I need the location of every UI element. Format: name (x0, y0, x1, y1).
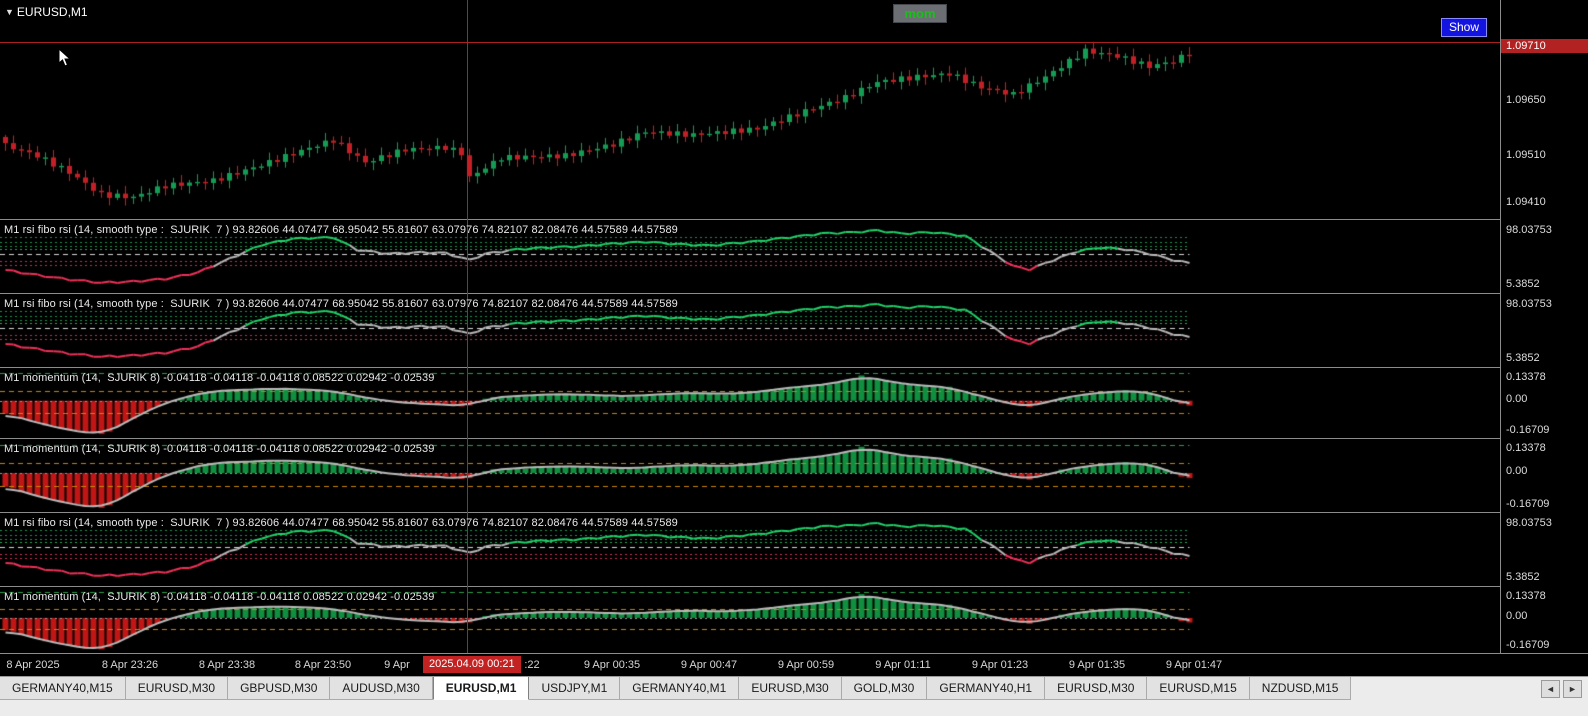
chart-tab-germany40-h1-9[interactable]: GERMANY40,H1 (927, 677, 1046, 700)
price-scale-column[interactable]: 1.09710 1.09650 1.09510 1.09410 98.03753 5.38… (1500, 0, 1588, 676)
scale-label: -0.16709 (1506, 498, 1550, 510)
chart-tab-bar: GERMANY40,M15 EURUSD,M30 GBPUSD,M30 AUDUSD,… (0, 676, 1588, 716)
indicator-pane-momentum-2[interactable]: M1 momentum (14, SJURIK 8) -0.04118 -0.0… (0, 438, 1500, 513)
scale-label: 5.3852 (1506, 352, 1540, 364)
chart-tab-usdjpy-m1-5[interactable]: USDJPY,M1 (529, 677, 621, 700)
time-label: 9 Apr 01:35 (1068, 659, 1126, 671)
scale-label: 0.13378 (1506, 590, 1546, 602)
momentum-canvas (0, 588, 1500, 654)
indicator-header: M1 momentum (14, SJURIK 8) -0.04118 -0.0… (4, 443, 435, 455)
momentum-canvas (0, 369, 1500, 439)
chart-tab-germany40-m1-6[interactable]: GERMANY40,M1 (620, 677, 740, 700)
time-label: 9 Apr 01:11 (875, 659, 931, 671)
chart-tab-nzdusd-m15-12[interactable]: NZDUSD,M15 (1249, 677, 1352, 700)
time-label: 9 Apr 00:35 (583, 659, 641, 671)
indicator-header: M1 rsi fibo rsi (14, smooth type : SJURI… (4, 517, 678, 529)
tab-scroll-arrows: ◄ ► (1541, 677, 1588, 698)
tabs-scroll-left-button[interactable]: ◄ (1541, 680, 1560, 698)
chart-tab-eurusd-m15-11[interactable]: EURUSD,M15 (1147, 677, 1250, 700)
scale-label: 98.03753 (1506, 298, 1552, 310)
scale-label: 98.03753 (1506, 224, 1552, 236)
indicator-header: M1 momentum (14, SJURIK 8) -0.04118 -0.0… (4, 372, 435, 384)
scale-label: 1.09650 (1506, 94, 1546, 106)
time-axis[interactable]: 8 Apr 2025 8 Apr 23:26 8 Apr 23:38 8 Apr 23… (0, 653, 1588, 676)
chart-tab-eurusd-m30-7[interactable]: EURUSD,M30 (739, 677, 842, 700)
rsi-canvas (0, 514, 1500, 587)
time-label: 9 Apr 01:23 (971, 659, 1029, 671)
indicator-header: M1 rsi fibo rsi (14, smooth type : SJURI… (4, 298, 678, 310)
scale-label: 98.03753 (1506, 517, 1552, 529)
time-label: 8 Apr 23:38 (198, 659, 256, 671)
main-price-chart[interactable]: ▼ EURUSD,M1 mom Show (0, 0, 1500, 219)
scale-label: -0.16709 (1506, 639, 1550, 651)
scale-label: 5.3852 (1506, 278, 1540, 290)
time-label: :22 (524, 659, 540, 671)
chevron-down-icon[interactable]: ▼ (5, 7, 14, 17)
scale-label: 0.00 (1506, 393, 1528, 405)
scale-label: 0.00 (1506, 465, 1528, 477)
show-button[interactable]: Show (1441, 18, 1488, 37)
time-label: 8 Apr 2025 (6, 659, 60, 671)
chart-tabs: GERMANY40,M15 EURUSD,M30 GBPUSD,M30 AUDUSD,… (0, 677, 1352, 700)
current-price-tag: 1.09710 (1501, 39, 1588, 53)
mouse-cursor (58, 48, 72, 67)
scale-label: 1.09510 (1506, 149, 1546, 161)
time-label: 9 Apr 00:47 (680, 659, 738, 671)
time-label: 9 Apr (384, 659, 410, 671)
time-label: 9 Apr 01:47 (1165, 659, 1223, 671)
time-label: 8 Apr 23:50 (294, 659, 352, 671)
time-label: 9 Apr 00:59 (777, 659, 835, 671)
indicator-header: M1 rsi fibo rsi (14, smooth type : SJURI… (4, 224, 678, 236)
indicator-header: M1 momentum (14, SJURIK 8) -0.04118 -0.0… (4, 591, 435, 603)
time-label: 8 Apr 23:26 (101, 659, 159, 671)
indicator-pane-momentum-1[interactable]: M1 momentum (14, SJURIK 8) -0.04118 -0.0… (0, 367, 1500, 439)
chart-symbol-label: ▼ EURUSD,M1 (5, 5, 88, 19)
indicator-pane-rsi-1[interactable]: M1 rsi fibo rsi (14, smooth type : SJURI… (0, 219, 1500, 294)
indicator-pane-rsi-2[interactable]: M1 rsi fibo rsi (14, smooth type : SJURI… (0, 293, 1500, 368)
mom-indicator-button[interactable]: mom (893, 4, 947, 23)
crosshair-vertical-line (467, 0, 468, 653)
symbol-text: EURUSD,M1 (16, 5, 88, 19)
current-price-line (0, 42, 1500, 43)
chart-tab-gold-m30-8[interactable]: GOLD,M30 (841, 677, 928, 700)
scale-label: 5.3852 (1506, 571, 1540, 583)
scale-label: 0.13378 (1506, 442, 1546, 454)
rsi-canvas (0, 221, 1500, 294)
indicator-pane-rsi-3[interactable]: M1 rsi fibo rsi (14, smooth type : SJURI… (0, 512, 1500, 587)
tabs-scroll-right-button[interactable]: ► (1563, 680, 1582, 698)
chart-tab-audusd-m30-3[interactable]: AUDUSD,M30 (330, 677, 433, 700)
chart-tab-eurusd-m30-1[interactable]: EURUSD,M30 (125, 677, 229, 700)
scale-label: 0.13378 (1506, 371, 1546, 383)
candlestick-canvas (0, 0, 1500, 218)
chart-tab-eurusd-m30-10[interactable]: EURUSD,M30 (1045, 677, 1148, 700)
chart-tab-germany40-m15-0[interactable]: GERMANY40,M15 (0, 677, 126, 700)
indicator-pane-momentum-3[interactable]: M1 momentum (14, SJURIK 8) -0.04118 -0.0… (0, 586, 1500, 654)
momentum-canvas (0, 440, 1500, 513)
scale-label: -0.16709 (1506, 424, 1550, 436)
crosshair-time-tag: 2025.04.09 00:21 (423, 656, 521, 673)
chart-tab-eurusd-m1-4[interactable]: EURUSD,M1 (432, 677, 530, 700)
chart-tab-gbpusd-m30-2[interactable]: GBPUSD,M30 (228, 677, 331, 700)
scale-label: 1.09410 (1506, 196, 1546, 208)
scale-label: 0.00 (1506, 610, 1528, 622)
rsi-canvas (0, 295, 1500, 368)
